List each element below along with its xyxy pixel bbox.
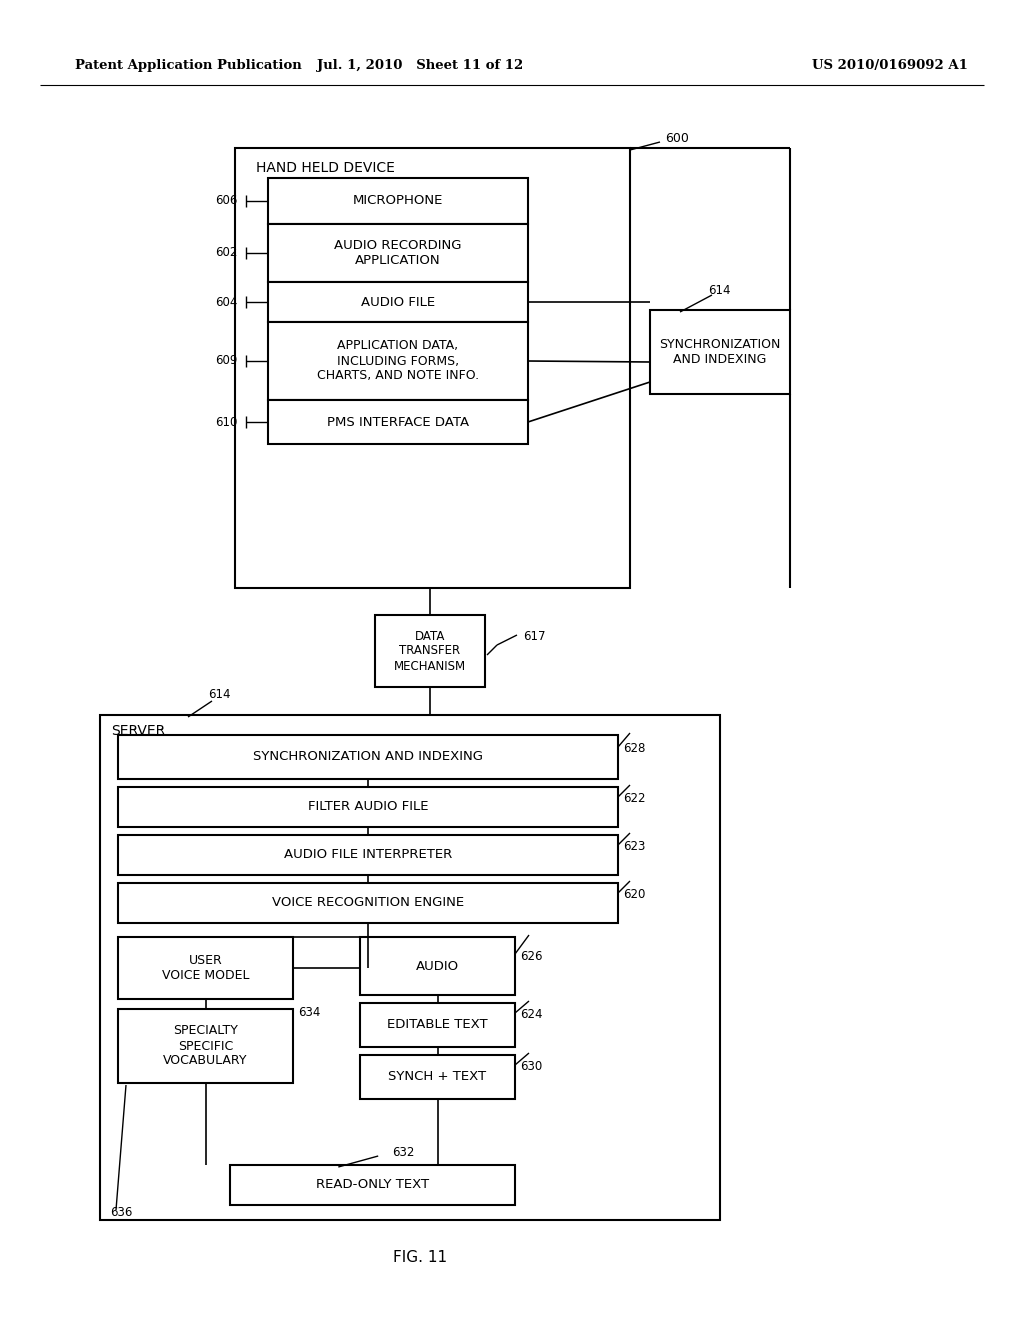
Text: 620: 620 (623, 888, 645, 902)
Text: SYNCH + TEXT: SYNCH + TEXT (388, 1071, 486, 1084)
Text: 614: 614 (708, 284, 730, 297)
Text: 614: 614 (208, 689, 230, 701)
Bar (268, 400, 528, 444)
Text: 622: 622 (623, 792, 645, 805)
Bar (118, 937, 293, 999)
Text: 634: 634 (298, 1006, 321, 1019)
Text: 623: 623 (623, 841, 645, 854)
Bar (650, 310, 790, 393)
Text: DATA
TRANSFER
MECHANISM: DATA TRANSFER MECHANISM (394, 630, 466, 672)
Text: HAND HELD DEVICE: HAND HELD DEVICE (256, 161, 394, 176)
Text: AUDIO FILE: AUDIO FILE (360, 296, 435, 309)
Text: AUDIO FILE INTERPRETER: AUDIO FILE INTERPRETER (284, 849, 453, 862)
Text: VOICE RECOGNITION ENGINE: VOICE RECOGNITION ENGINE (272, 896, 464, 909)
Text: 610: 610 (216, 416, 238, 429)
Text: USER
VOICE MODEL: USER VOICE MODEL (162, 954, 249, 982)
Bar (360, 937, 515, 995)
Text: 636: 636 (110, 1205, 132, 1218)
Bar (118, 1008, 293, 1082)
Text: AUDIO RECORDING
APPLICATION: AUDIO RECORDING APPLICATION (334, 239, 462, 267)
Bar (375, 615, 485, 686)
Bar (268, 322, 528, 400)
Bar (118, 883, 618, 923)
Text: PMS INTERFACE DATA: PMS INTERFACE DATA (327, 416, 469, 429)
Text: 609: 609 (216, 355, 238, 367)
Bar (230, 1166, 515, 1205)
Bar (118, 735, 618, 779)
Bar (360, 1003, 515, 1047)
Text: US 2010/0169092 A1: US 2010/0169092 A1 (812, 58, 968, 71)
Text: 632: 632 (392, 1147, 414, 1159)
Text: MICROPHONE: MICROPHONE (353, 194, 443, 207)
Text: SPECIALTY
SPECIFIC
VOCABULARY: SPECIALTY SPECIFIC VOCABULARY (163, 1024, 248, 1068)
Bar (100, 715, 720, 1220)
Text: 604: 604 (216, 296, 238, 309)
Text: 617: 617 (523, 631, 546, 644)
Text: SYNCHRONIZATION
AND INDEXING: SYNCHRONIZATION AND INDEXING (659, 338, 780, 366)
Text: 630: 630 (520, 1060, 543, 1073)
Text: SYNCHRONIZATION AND INDEXING: SYNCHRONIZATION AND INDEXING (253, 751, 483, 763)
Text: AUDIO: AUDIO (416, 960, 459, 973)
Text: EDITABLE TEXT: EDITABLE TEXT (387, 1019, 487, 1031)
Text: 600: 600 (665, 132, 689, 144)
Bar (268, 282, 528, 322)
Text: APPLICATION DATA,
INCLUDING FORMS,
CHARTS, AND NOTE INFO.: APPLICATION DATA, INCLUDING FORMS, CHART… (317, 339, 479, 383)
Bar (118, 836, 618, 875)
Text: FILTER AUDIO FILE: FILTER AUDIO FILE (308, 800, 428, 813)
Text: FIG. 11: FIG. 11 (393, 1250, 447, 1266)
Text: READ-ONLY TEXT: READ-ONLY TEXT (316, 1179, 429, 1192)
Bar (360, 1055, 515, 1100)
Text: Patent Application Publication: Patent Application Publication (75, 58, 302, 71)
Text: Jul. 1, 2010   Sheet 11 of 12: Jul. 1, 2010 Sheet 11 of 12 (316, 58, 523, 71)
Bar (268, 224, 528, 282)
Text: 628: 628 (623, 742, 645, 755)
Bar (268, 178, 528, 224)
Text: 624: 624 (520, 1008, 543, 1022)
Bar (234, 148, 630, 587)
Text: SERVER: SERVER (111, 723, 165, 738)
Text: 606: 606 (216, 194, 238, 207)
Text: 626: 626 (520, 949, 543, 962)
Text: 602: 602 (216, 247, 238, 260)
Bar (118, 787, 618, 828)
